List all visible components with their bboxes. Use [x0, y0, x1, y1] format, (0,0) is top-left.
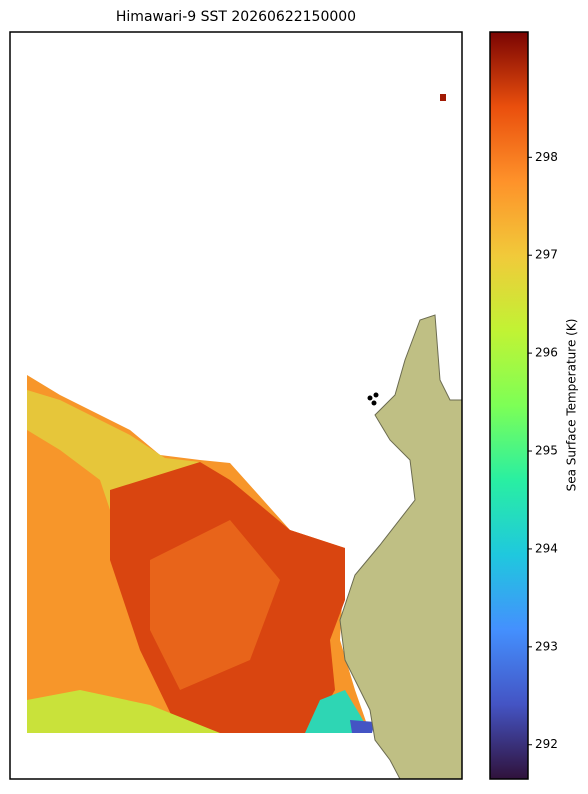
colorbar-tick-label: 294 — [535, 541, 558, 555]
colorbar-tick-label: 295 — [535, 444, 558, 458]
map-title: Himawari-9 SST 20260622150000 — [116, 9, 356, 25]
colorbar-tick-label: 296 — [535, 346, 558, 360]
colorbar — [489, 31, 529, 780]
colorbar-tick-label: 293 — [535, 639, 558, 653]
colorbar-tick-label: 292 — [535, 737, 558, 751]
map-frame — [9, 31, 463, 780]
colorbar-tick-label: 297 — [535, 248, 558, 262]
colorbar-tick-label: 298 — [535, 150, 558, 164]
sst-field — [27, 94, 462, 779]
colorbar-label: Sea Surface Temperature (K) — [565, 319, 579, 492]
